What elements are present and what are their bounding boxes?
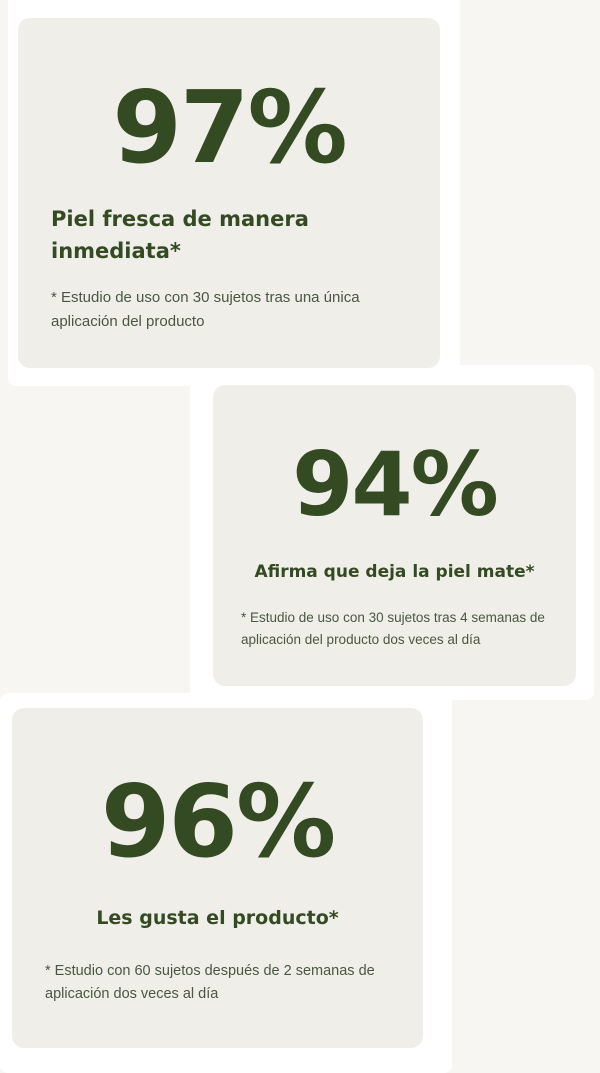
stat-headline: Piel fresca de manera inmediata*	[51, 207, 309, 263]
stat-card-2: 94% Afirma que deja la piel mate* * Estu…	[213, 385, 576, 686]
stat-footnote: * Estudio con 60 sujetos después de 2 se…	[45, 963, 375, 1003]
stat-card-3: 96% Les gusta el producto* * Estudio con…	[12, 708, 423, 1048]
stat-headline: Les gusta el producto*	[96, 907, 339, 929]
stat-footnote: * Estudio de uso con 30 sujetos tras una…	[51, 289, 360, 330]
stat-value: 97%	[112, 69, 347, 186]
stat-footnote: * Estudio de uso con 30 sujetos tras 4 s…	[241, 610, 545, 647]
stat-value: 94%	[292, 433, 499, 536]
stat-value: 96%	[100, 763, 336, 880]
stat-headline: Afirma que deja la piel mate*	[254, 562, 535, 582]
stat-card-1: 97% Piel fresca de manera inmediata* * E…	[18, 18, 440, 368]
